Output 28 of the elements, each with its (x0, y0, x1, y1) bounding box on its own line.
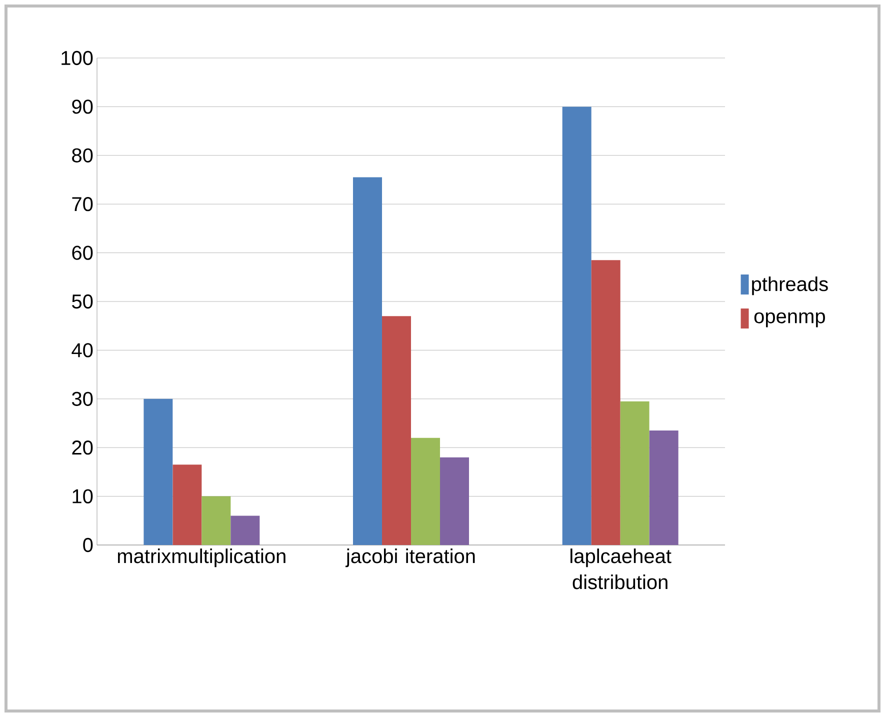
legend-label: openmp (754, 312, 825, 328)
x-tick-label: laplcaeheat distribution (570, 548, 672, 590)
bar (202, 496, 231, 545)
bar (382, 316, 412, 545)
bar (562, 106, 592, 545)
x-tick-label: matrixmultiplication (118, 548, 286, 568)
y-tick-label: 60 (72, 246, 93, 260)
y-tick-label: 80 (72, 148, 93, 162)
bar (411, 438, 440, 545)
y-tick-label: 0 (83, 538, 93, 552)
bar (591, 260, 620, 545)
bar (620, 401, 650, 545)
bar (440, 457, 470, 545)
bar (353, 177, 382, 545)
y-tick-label: 50 (72, 294, 93, 309)
y-tick-label: 10 (72, 489, 93, 504)
bar (144, 398, 173, 545)
y-tick-label: 70 (72, 197, 93, 212)
legend-label: pthreads (752, 276, 828, 296)
bar (172, 464, 202, 545)
y-tick-label: 100 (62, 50, 93, 66)
y-tick-label: 40 (72, 343, 93, 358)
x-tick-label: jacobi iteration (345, 548, 475, 568)
y-tick-label: 20 (72, 440, 93, 455)
y-tick-label: 90 (72, 100, 93, 114)
bar (230, 516, 260, 545)
y-tick-label: 30 (72, 392, 93, 406)
bar (649, 430, 678, 545)
